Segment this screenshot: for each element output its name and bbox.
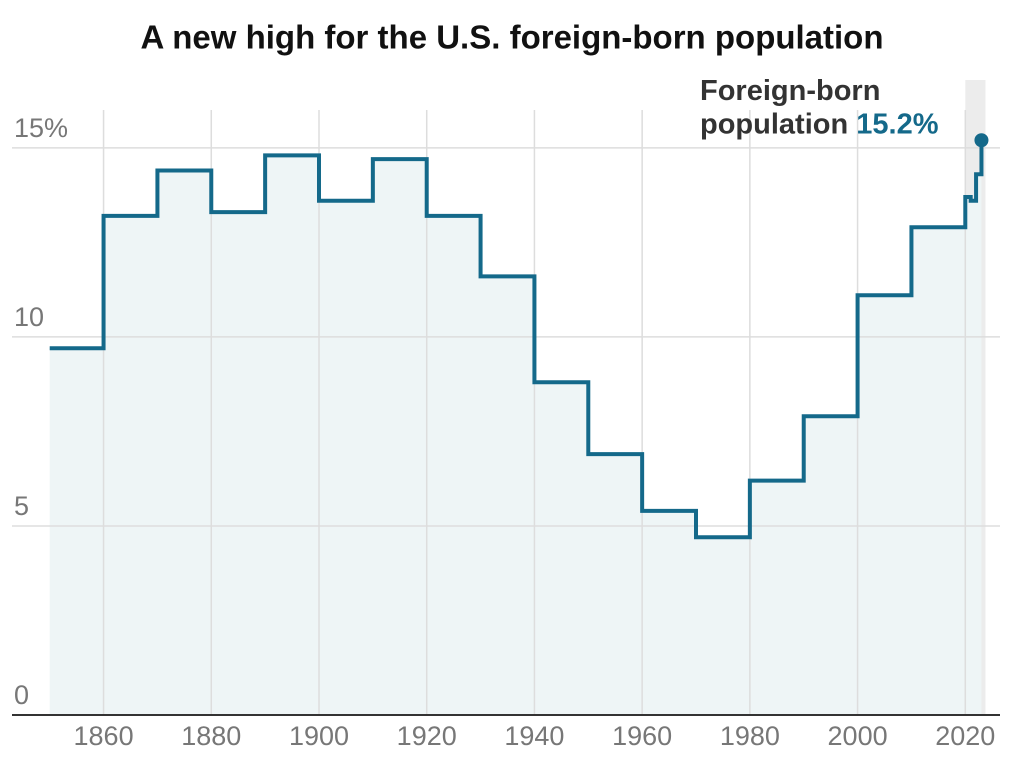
y-tick-label: 10 bbox=[14, 302, 44, 332]
x-tick-label: 1980 bbox=[720, 721, 780, 751]
y-tick-label: 0 bbox=[14, 680, 29, 710]
annotation-line: population bbox=[700, 108, 848, 140]
y-tick-label: 5 bbox=[14, 491, 29, 521]
x-tick-label: 1900 bbox=[289, 721, 349, 751]
annotation: population 15.2% bbox=[700, 108, 939, 140]
x-tick-label: 2020 bbox=[935, 721, 995, 751]
x-tick-label: 1920 bbox=[397, 721, 457, 751]
x-tick-label: 2000 bbox=[828, 721, 888, 751]
value-label: 15.2% bbox=[856, 108, 938, 140]
y-tick-label: 15% bbox=[14, 113, 68, 143]
step-line bbox=[49, 140, 984, 540]
x-tick-label: 1880 bbox=[181, 721, 241, 751]
area bbox=[49, 140, 982, 715]
annotation: Foreign-born bbox=[700, 75, 880, 107]
end-dot bbox=[974, 133, 989, 148]
chart-title: A new high for the U.S. foreign-born pop… bbox=[140, 19, 883, 56]
x-tick-label: 1960 bbox=[612, 721, 672, 751]
x-tick-label: 1940 bbox=[504, 721, 564, 751]
x-tick-label: 1860 bbox=[74, 721, 134, 751]
